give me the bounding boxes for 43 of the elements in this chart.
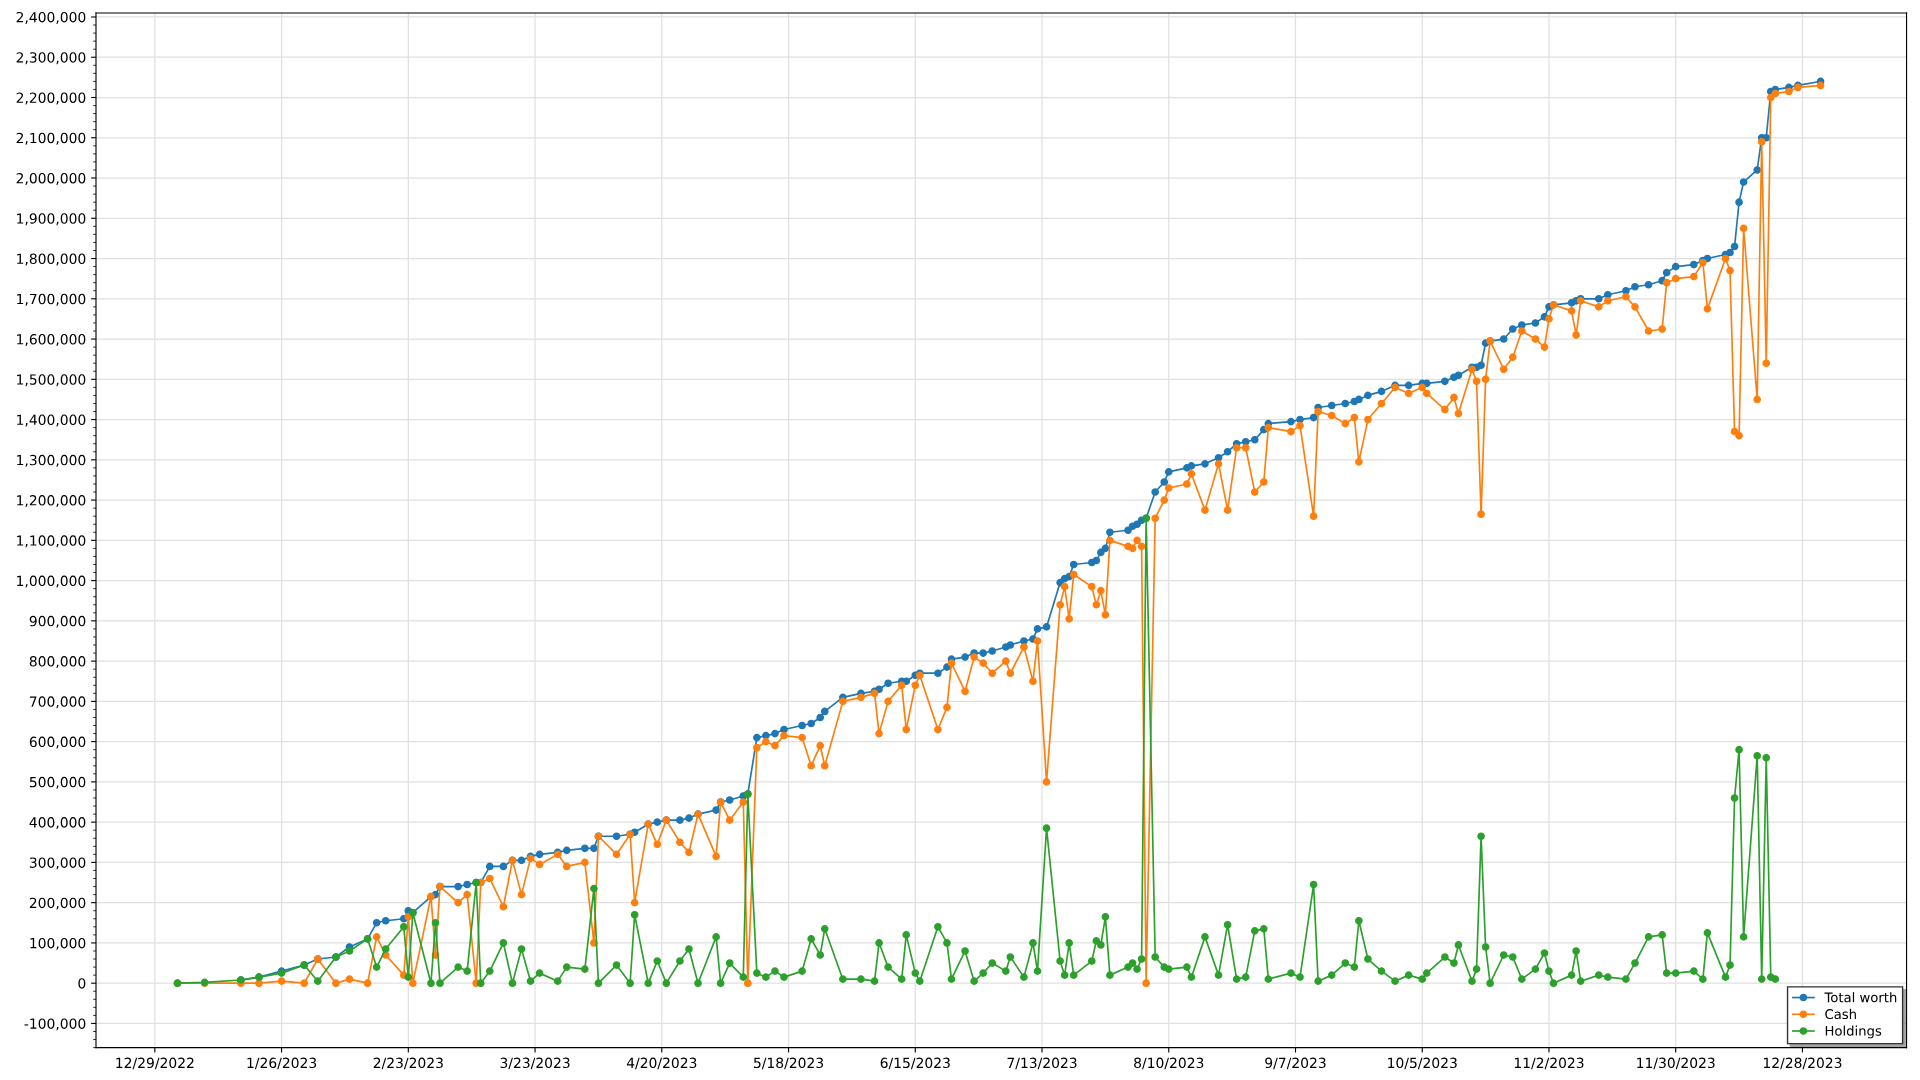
y-tick-label: 300,000 <box>29 857 86 870</box>
y-tick-label: 1,400,000 <box>17 414 86 427</box>
legend-label: Holdings <box>1825 1025 1882 1039</box>
y-tick-label: 100,000 <box>30 937 86 950</box>
y-tick-label: 200,000 <box>29 897 86 910</box>
x-tick-label: 10/5/2023 <box>1388 1057 1457 1070</box>
x-tick-label: 12/28/2023 <box>1763 1057 1842 1070</box>
y-tick-label: 1,700,000 <box>17 293 86 306</box>
y-tick-label: 1,300,000 <box>17 454 86 467</box>
y-tick-label: -100,000 <box>24 1018 86 1031</box>
x-tick-label: 12/29/2022 <box>116 1057 194 1070</box>
x-tick-label: 2/23/2023 <box>373 1057 443 1070</box>
y-tick-label: 500,000 <box>29 776 86 789</box>
x-tick-label: 9/7/2023 <box>1265 1057 1326 1070</box>
y-tick-label: 2,400,000 <box>16 11 86 24</box>
y-tick-label: 1,500,000 <box>17 374 86 387</box>
x-tick-label: 11/30/2023 <box>1637 1057 1715 1070</box>
y-tick-label: 900,000 <box>29 615 86 628</box>
y-tick-label: 1,100,000 <box>17 535 86 548</box>
x-tick-label: 11/2/2023 <box>1514 1057 1584 1070</box>
y-tick-label: 800,000 <box>29 656 86 669</box>
y-tick-label: 1,000,000 <box>17 575 86 588</box>
x-tick-label: 3/23/2023 <box>500 1057 570 1070</box>
y-tick-label: 400,000 <box>29 817 86 830</box>
x-tick-label: 5/18/2023 <box>754 1057 824 1070</box>
y-tick-label: 2,100,000 <box>16 132 86 145</box>
y-tick-label: 0 <box>78 978 86 989</box>
y-tick-label: 2,200,000 <box>16 92 86 105</box>
y-tick-label: 1,900,000 <box>17 213 86 226</box>
x-tick-label: 1/26/2023 <box>247 1057 317 1070</box>
y-tick-label: 2,000,000 <box>16 172 86 185</box>
y-tick-label: 600,000 <box>29 736 86 749</box>
x-tick-label: 7/13/2023 <box>1007 1057 1077 1070</box>
x-tick-label: 6/15/2023 <box>880 1057 950 1070</box>
y-tick-label: 1,800,000 <box>17 253 86 266</box>
x-tick-label: 4/20/2023 <box>626 1057 697 1070</box>
legend-label: Cash <box>1825 1008 1856 1020</box>
legend-label: Total worth <box>1824 992 1897 1003</box>
y-tick-label: 1,200,000 <box>17 495 86 507</box>
y-tick-label: 700,000 <box>29 696 86 709</box>
y-tick-label: 1,600,000 <box>17 334 86 346</box>
y-tick-label: 2,300,000 <box>16 52 86 65</box>
x-tick-label: 8/10/2023 <box>1134 1057 1204 1070</box>
